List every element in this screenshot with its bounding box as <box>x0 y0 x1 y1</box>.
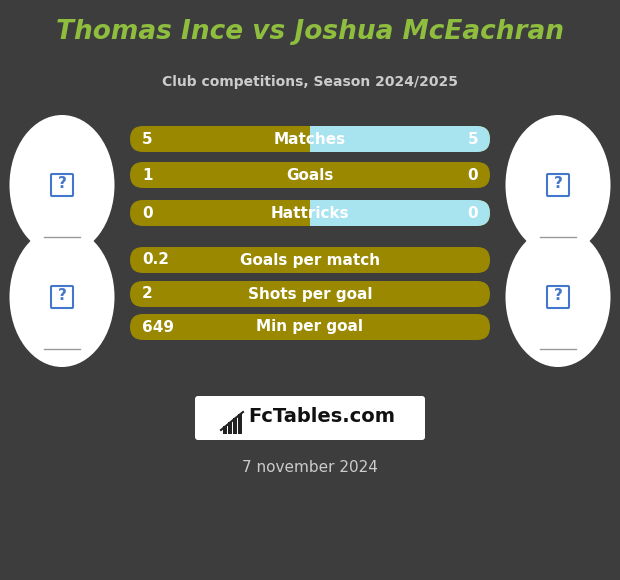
FancyBboxPatch shape <box>51 286 73 308</box>
Text: Goals: Goals <box>286 168 334 183</box>
Bar <box>228 422 232 434</box>
FancyBboxPatch shape <box>130 126 490 152</box>
FancyBboxPatch shape <box>130 314 490 340</box>
Bar <box>310 200 323 226</box>
FancyBboxPatch shape <box>195 396 425 440</box>
FancyBboxPatch shape <box>310 126 490 152</box>
Text: ?: ? <box>554 176 562 191</box>
Text: 0: 0 <box>142 205 153 220</box>
Ellipse shape <box>9 115 115 255</box>
Text: 0: 0 <box>467 168 478 183</box>
Text: 0.2: 0.2 <box>142 252 169 267</box>
Text: 649: 649 <box>142 320 174 335</box>
Text: Thomas Ince vs Joshua McEachran: Thomas Ince vs Joshua McEachran <box>56 19 564 45</box>
Ellipse shape <box>505 115 611 255</box>
Text: Goals per match: Goals per match <box>240 252 380 267</box>
Text: Hattricks: Hattricks <box>271 205 349 220</box>
Text: ?: ? <box>554 288 562 303</box>
Text: ?: ? <box>58 176 66 191</box>
Text: 1: 1 <box>142 168 153 183</box>
Bar <box>223 426 227 434</box>
Text: FcTables.com: FcTables.com <box>249 408 396 426</box>
Text: Club competitions, Season 2024/2025: Club competitions, Season 2024/2025 <box>162 75 458 89</box>
Ellipse shape <box>505 227 611 367</box>
FancyBboxPatch shape <box>51 174 73 196</box>
Text: 5: 5 <box>467 132 478 147</box>
Text: 5: 5 <box>142 132 153 147</box>
FancyBboxPatch shape <box>310 200 490 226</box>
Text: 7 november 2024: 7 november 2024 <box>242 459 378 474</box>
Bar <box>310 126 323 152</box>
FancyBboxPatch shape <box>130 162 490 188</box>
FancyBboxPatch shape <box>130 200 490 226</box>
Text: 0: 0 <box>467 205 478 220</box>
Text: ?: ? <box>58 288 66 303</box>
Bar <box>238 414 242 434</box>
Text: Min per goal: Min per goal <box>257 320 363 335</box>
Bar <box>233 418 237 434</box>
FancyBboxPatch shape <box>130 281 490 307</box>
Text: Shots per goal: Shots per goal <box>248 287 372 302</box>
FancyBboxPatch shape <box>130 247 490 273</box>
Text: 2: 2 <box>142 287 153 302</box>
FancyBboxPatch shape <box>547 286 569 308</box>
Ellipse shape <box>9 227 115 367</box>
FancyBboxPatch shape <box>547 174 569 196</box>
Text: Matches: Matches <box>274 132 346 147</box>
